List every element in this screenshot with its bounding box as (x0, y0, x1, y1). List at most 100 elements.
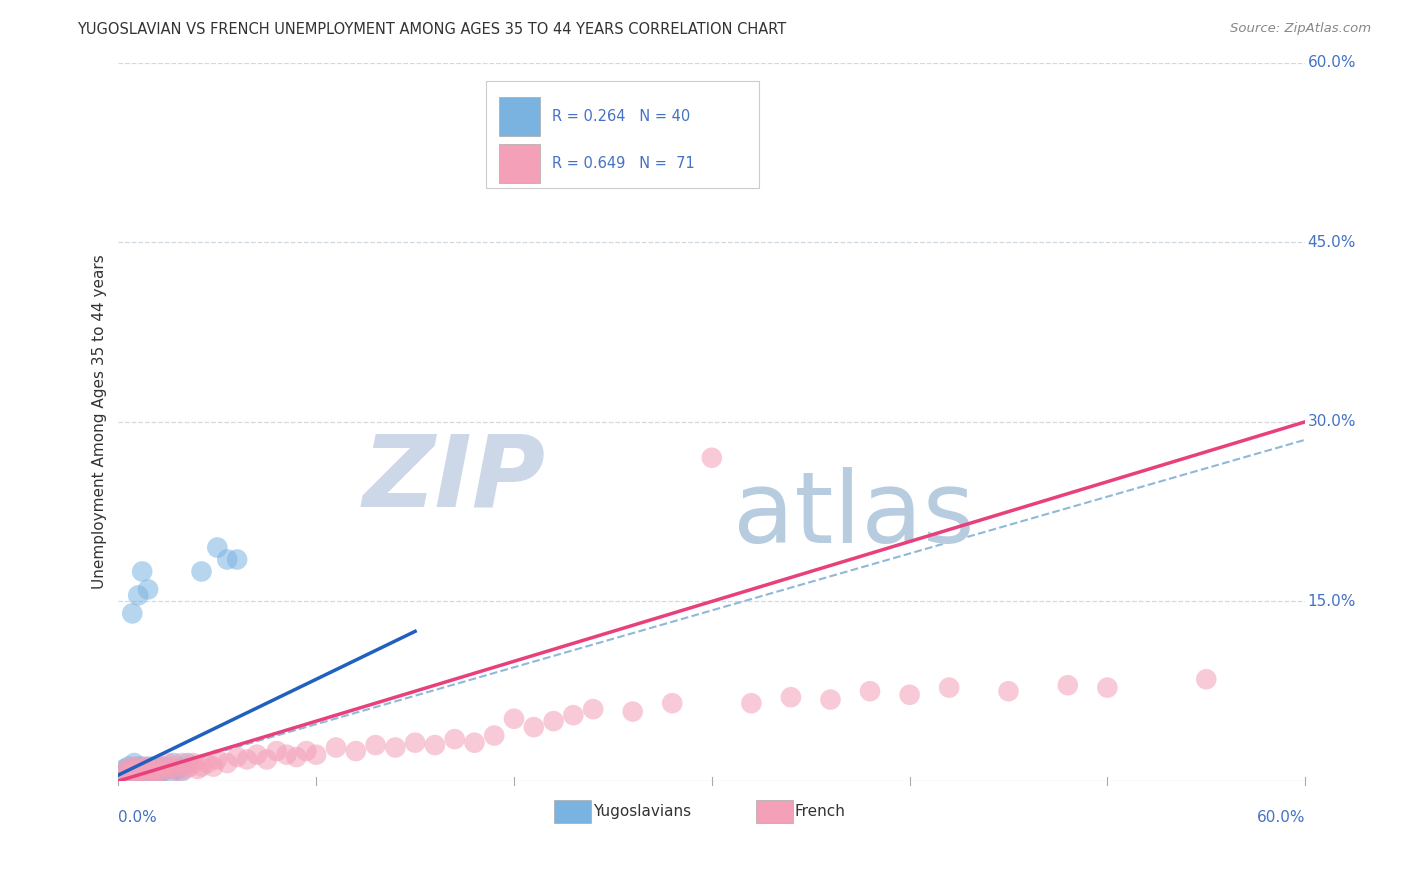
Point (207, 541, 229, 555)
Point (135, 762, 157, 776)
Point (163, 759, 186, 773)
Point (129, 759, 152, 773)
FancyBboxPatch shape (499, 144, 540, 183)
Text: R = 0.264   N = 40: R = 0.264 N = 40 (551, 109, 690, 124)
Text: Source: ZipAtlas.com: Source: ZipAtlas.com (1230, 22, 1371, 36)
Point (197, 756, 219, 770)
Point (141, 764, 163, 779)
Point (136, 582, 159, 597)
Point (246, 747, 269, 762)
FancyBboxPatch shape (554, 800, 591, 822)
Point (150, 764, 173, 779)
Point (190, 759, 212, 773)
Point (127, 764, 149, 779)
Point (146, 759, 169, 773)
Point (156, 762, 179, 776)
Y-axis label: Unemployment Among Ages 35 to 44 years: Unemployment Among Ages 35 to 44 years (93, 254, 107, 590)
Text: 15.0%: 15.0% (1308, 594, 1355, 609)
Point (159, 762, 181, 776)
Point (740, 696, 762, 710)
Point (202, 759, 225, 773)
Point (120, 764, 142, 779)
Point (1195, 672, 1218, 686)
Point (166, 762, 188, 776)
Point (176, 756, 198, 770)
Point (125, 762, 148, 776)
Point (122, 756, 145, 770)
Point (111, 768, 134, 782)
Point (143, 759, 166, 773)
Point (236, 752, 259, 766)
Point (131, 767, 153, 781)
Point (121, 607, 143, 621)
Point (217, 552, 239, 566)
Point (150, 764, 173, 779)
Text: French: French (794, 805, 846, 820)
Point (129, 762, 152, 776)
Point (163, 756, 186, 770)
Point (122, 767, 145, 781)
Point (155, 759, 177, 773)
Text: 60.0%: 60.0% (1257, 810, 1305, 825)
Point (146, 768, 169, 782)
Point (131, 759, 153, 773)
Point (146, 762, 169, 776)
Point (136, 764, 159, 779)
Point (1056, 678, 1078, 692)
Point (621, 705, 644, 719)
Point (226, 750, 249, 764)
Point (295, 744, 318, 758)
Point (364, 738, 387, 752)
Point (179, 759, 201, 773)
Point (125, 764, 148, 779)
Point (443, 732, 465, 747)
Point (190, 565, 212, 579)
Text: 0.0%: 0.0% (118, 810, 157, 825)
Point (112, 762, 135, 776)
Point (117, 762, 139, 776)
Point (127, 759, 149, 773)
Text: 45.0%: 45.0% (1308, 235, 1355, 250)
Point (344, 744, 367, 758)
Point (325, 740, 347, 755)
Text: ZIP: ZIP (363, 431, 546, 528)
Point (143, 762, 166, 776)
Point (139, 759, 162, 773)
Point (1097, 681, 1119, 695)
FancyBboxPatch shape (486, 80, 759, 188)
Point (305, 747, 328, 762)
Point (523, 720, 546, 734)
Point (153, 759, 176, 773)
Point (139, 762, 162, 776)
Point (156, 756, 179, 770)
Text: R = 0.649   N =  71: R = 0.649 N = 71 (551, 156, 695, 170)
Point (115, 768, 138, 782)
Point (276, 747, 298, 762)
Point (285, 750, 308, 764)
Point (117, 759, 139, 773)
Point (187, 762, 209, 776)
Text: Yugoslavians: Yugoslavians (593, 805, 692, 820)
Point (463, 736, 485, 750)
Point (170, 756, 193, 770)
Point (898, 688, 921, 702)
Point (159, 767, 181, 781)
Point (121, 759, 143, 773)
Point (121, 762, 143, 776)
Point (661, 696, 683, 710)
Point (135, 759, 157, 773)
Point (938, 681, 960, 695)
Point (111, 764, 134, 779)
Point (503, 712, 526, 726)
Point (404, 736, 426, 750)
Point (134, 768, 156, 782)
Point (859, 684, 882, 698)
Text: YUGOSLAVIAN VS FRENCH UNEMPLOYMENT AMONG AGES 35 TO 44 YEARS CORRELATION CHART: YUGOSLAVIAN VS FRENCH UNEMPLOYMENT AMONG… (77, 22, 786, 37)
Point (127, 768, 149, 782)
Point (145, 764, 167, 779)
Point (115, 764, 138, 779)
Point (131, 764, 153, 779)
Point (997, 684, 1019, 698)
Point (120, 764, 142, 779)
FancyBboxPatch shape (499, 97, 540, 136)
